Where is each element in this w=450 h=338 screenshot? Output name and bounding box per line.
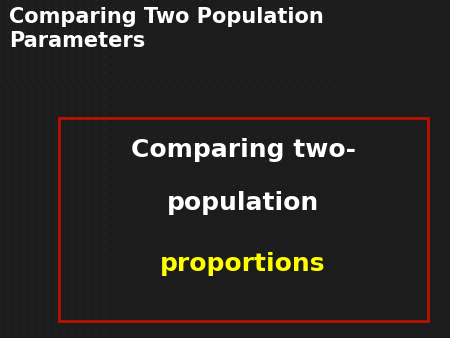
Text: proportions: proportions: [160, 251, 326, 276]
Text: population: population: [167, 191, 319, 215]
Text: Comparing two-: Comparing two-: [130, 138, 356, 163]
Text: Comparing Two Population
Parameters: Comparing Two Population Parameters: [9, 7, 324, 51]
